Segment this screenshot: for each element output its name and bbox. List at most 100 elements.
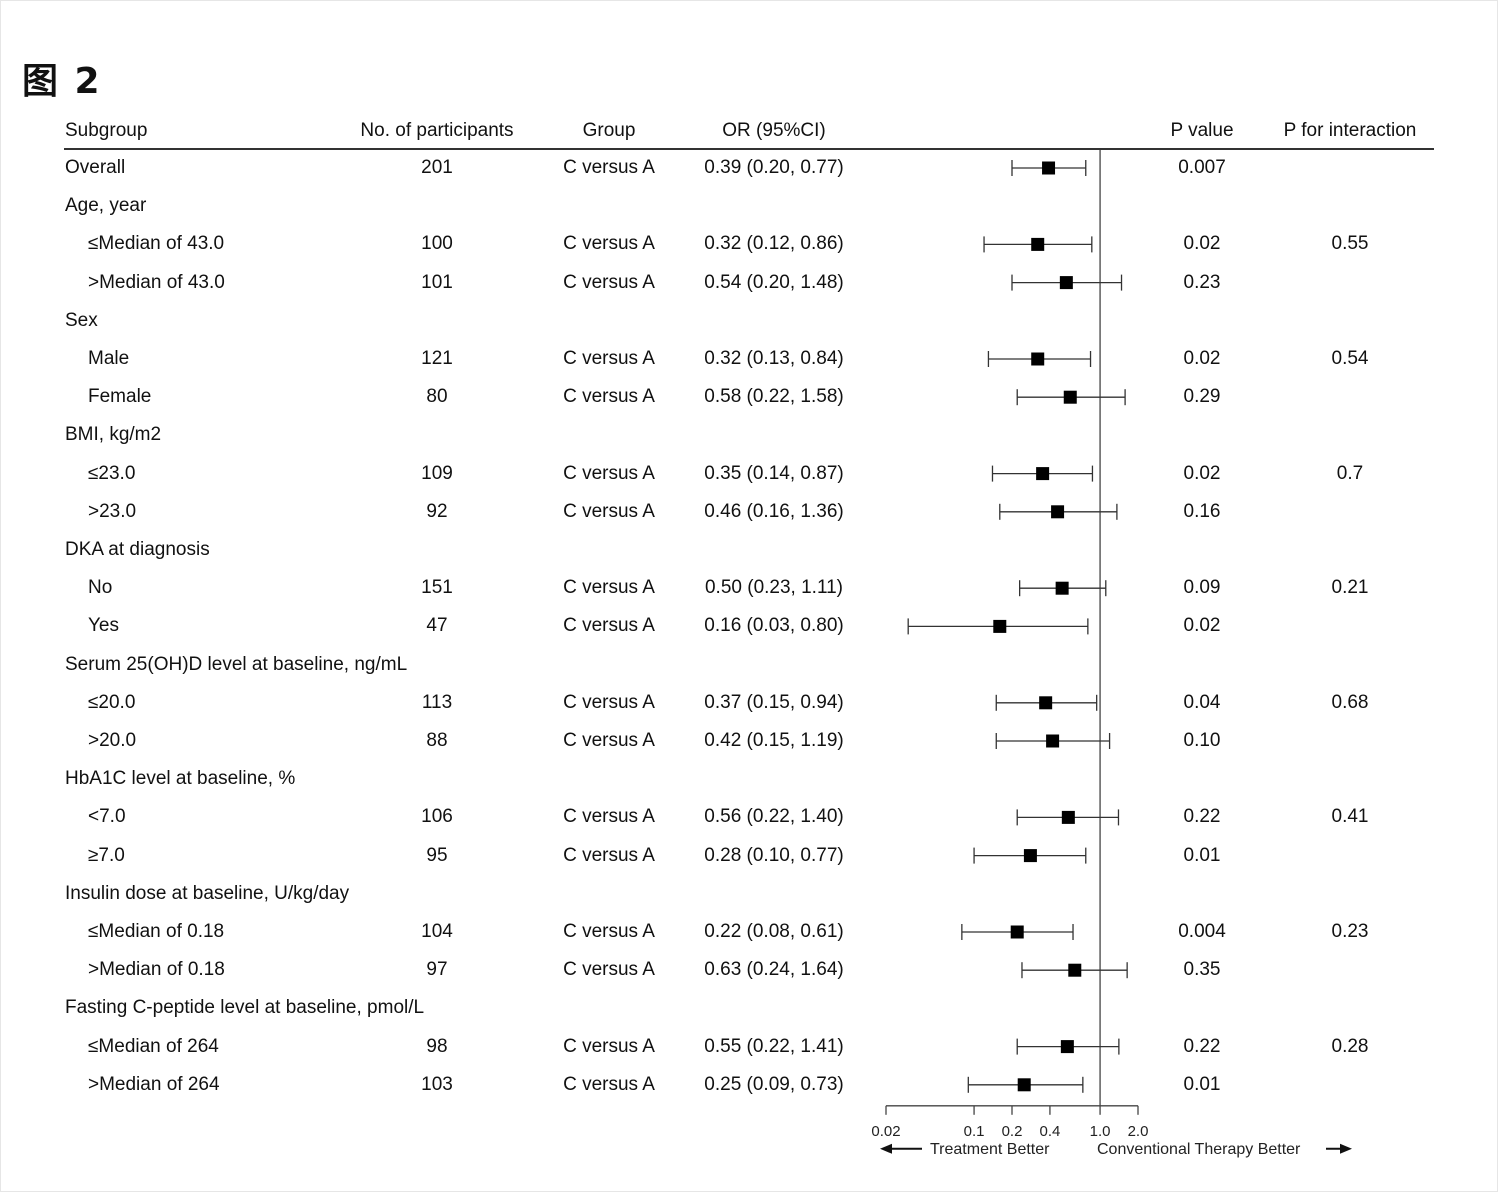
p-value: 0.22	[1183, 806, 1221, 828]
or-point	[1046, 734, 1060, 748]
or-value: 0.37 (0.15, 0.94)	[704, 691, 844, 713]
or-point	[1061, 810, 1075, 824]
subgroup-label: >20.0	[88, 730, 137, 751]
or-value: 0.63 (0.24, 1.64)	[704, 959, 844, 981]
p-value: 0.02	[1183, 348, 1221, 369]
or-point	[993, 619, 1007, 633]
subgroup-label: Yes	[88, 615, 119, 637]
or-value: 0.35 (0.14, 0.87)	[704, 462, 844, 484]
p-interaction-value: 0.55	[1331, 233, 1369, 255]
or-value: 0.42 (0.15, 1.19)	[704, 730, 844, 751]
p-value: 0.09	[1183, 577, 1221, 599]
right-direction-label: Conventional Therapy Better	[1097, 1141, 1301, 1158]
header-subgroup: Subgroup	[65, 120, 148, 141]
section-label: Fasting C-peptide level at baseline, pmo…	[65, 997, 425, 1019]
group-value: C versus A	[563, 921, 655, 942]
section-label: DKA at diagnosis	[65, 539, 210, 560]
x-tick-label: 1.0	[1090, 1123, 1111, 1140]
or-value: 0.25 (0.09, 0.73)	[704, 1073, 844, 1095]
participants-value: 151	[421, 577, 453, 599]
section-label: Age, year	[65, 195, 147, 217]
participants-value: 101	[421, 271, 453, 293]
section-label: Serum 25(OH)D level at baseline, ng/mL	[65, 653, 408, 675]
p-interaction-value: 0.68	[1331, 691, 1369, 713]
p-value: 0.01	[1183, 1073, 1221, 1095]
participants-value: 95	[426, 844, 448, 866]
or-value: 0.46 (0.16, 1.36)	[704, 500, 844, 522]
participants-value: 92	[426, 500, 448, 522]
group-value: C versus A	[563, 233, 655, 255]
figure-title: 图 2	[22, 61, 102, 102]
x-tick-label: 0.02	[871, 1123, 900, 1140]
group-value: C versus A	[563, 577, 655, 599]
subgroup-label: >23.0	[88, 500, 137, 522]
group-value: C versus A	[563, 844, 655, 866]
subgroup-label: >Median of 0.18	[88, 959, 225, 981]
or-value: 0.58 (0.22, 1.58)	[704, 386, 844, 408]
or-point	[1017, 1078, 1031, 1092]
p-value: 0.23	[1183, 271, 1221, 293]
subgroup-label: >Median of 264	[88, 1073, 220, 1095]
section-label: BMI, kg/m2	[65, 424, 162, 446]
p-interaction-value: 0.41	[1331, 806, 1369, 828]
header-p-interaction: P for interaction	[1283, 120, 1417, 141]
subgroup-label: ≤20.0	[88, 691, 136, 713]
participants-value: 97	[426, 959, 448, 981]
or-value: 0.32 (0.13, 0.84)	[704, 348, 844, 369]
p-interaction-value: 0.28	[1331, 1035, 1369, 1057]
or-point	[1051, 505, 1065, 519]
p-value: 0.35	[1183, 959, 1221, 981]
group-value: C versus A	[563, 1035, 655, 1057]
subgroup-label: Male	[88, 348, 130, 369]
subgroup-label: Female	[88, 386, 152, 408]
or-point	[1055, 581, 1069, 595]
p-value: 0.04	[1183, 691, 1221, 713]
section-label: Sex	[65, 309, 98, 331]
group-value: C versus A	[563, 348, 655, 369]
section-label: Insulin dose at baseline, U/kg/day	[65, 882, 350, 904]
p-interaction-value: 0.54	[1331, 348, 1369, 369]
x-tick-label: 2.0	[1128, 1123, 1149, 1140]
participants-value: 100	[421, 233, 453, 255]
or-value: 0.56 (0.22, 1.40)	[704, 806, 844, 828]
participants-value: 109	[421, 462, 453, 484]
or-value: 0.39 (0.20, 0.77)	[704, 157, 844, 178]
subgroup-label: Overall	[65, 157, 126, 178]
or-point	[1031, 237, 1045, 251]
or-value: 0.54 (0.20, 1.48)	[704, 271, 844, 293]
or-point	[1010, 925, 1024, 939]
p-value: 0.004	[1178, 921, 1226, 942]
or-point	[1063, 390, 1077, 404]
subgroup-label: ≥7.0	[88, 844, 125, 866]
p-value: 0.02	[1183, 233, 1221, 255]
subgroup-label: No	[88, 577, 113, 599]
p-value: 0.10	[1183, 730, 1221, 751]
p-interaction-value: 0.7	[1336, 462, 1364, 484]
group-value: C versus A	[563, 271, 655, 293]
x-tick-label: 0.4	[1040, 1123, 1061, 1140]
or-point	[1042, 161, 1056, 175]
p-interaction-value: 0.21	[1331, 577, 1369, 599]
group-value: C versus A	[563, 691, 655, 713]
subgroup-label: ≤23.0	[88, 462, 136, 484]
header-rule	[64, 148, 1434, 150]
x-tick-label: 0.1	[964, 1123, 985, 1140]
or-point	[1060, 1040, 1074, 1054]
subgroup-label: >Median of 43.0	[88, 271, 225, 293]
p-value: 0.29	[1183, 386, 1221, 408]
participants-value: 104	[421, 921, 453, 942]
or-value: 0.28 (0.10, 0.77)	[704, 844, 844, 866]
participants-value: 201	[421, 157, 453, 178]
or-point	[1023, 849, 1037, 863]
participants-value: 103	[421, 1073, 453, 1095]
p-value: 0.02	[1183, 462, 1221, 484]
participants-value: 47	[426, 615, 448, 637]
group-value: C versus A	[563, 500, 655, 522]
or-value: 0.55 (0.22, 1.41)	[704, 1035, 844, 1057]
participants-value: 80	[426, 386, 448, 408]
p-value: 0.16	[1183, 500, 1221, 522]
group-value: C versus A	[563, 615, 655, 637]
header-group: Group	[582, 120, 636, 141]
